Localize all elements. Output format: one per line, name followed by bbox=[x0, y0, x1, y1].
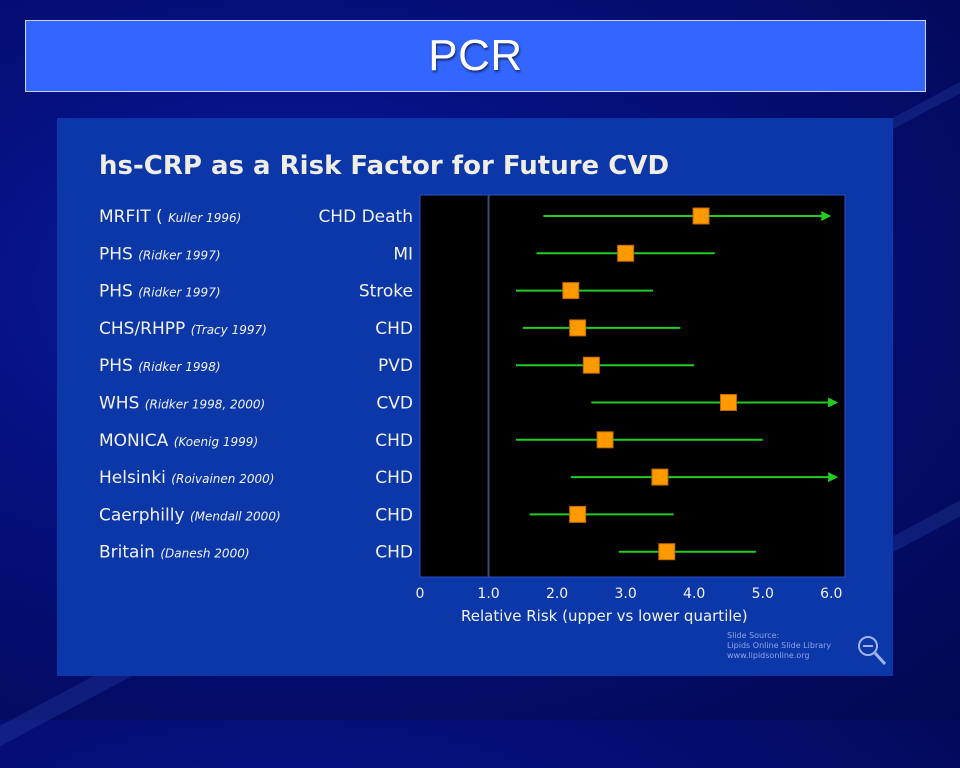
x-tick-label: 6.0 bbox=[820, 586, 842, 602]
slide-title-bar: PCR bbox=[25, 20, 926, 92]
endpoint-label: PVD bbox=[378, 356, 413, 376]
slide-source: Slide Source:Lipids Online Slide Library… bbox=[727, 631, 831, 660]
x-tick-label: 1.0 bbox=[477, 586, 499, 602]
study-label: PHS (Ridker 1997) bbox=[99, 244, 221, 264]
forest-row: Britain (Danesh 2000) CHD bbox=[99, 543, 756, 563]
endpoint-label: MI bbox=[393, 244, 413, 264]
ci-arrow bbox=[821, 211, 832, 221]
endpoint-label: CVD bbox=[376, 394, 413, 414]
study-citation: (Mendall 2000) bbox=[190, 509, 281, 523]
x-axis-ticks: 0 1.0 2.0 3.0 4.0 5.0 6.0 bbox=[416, 586, 843, 602]
study-label: MRFIT ( Kuller 1996) bbox=[99, 207, 241, 227]
rr-marker bbox=[692, 207, 710, 225]
forest-row: MRFIT ( Kuller 1996) CHD Death bbox=[99, 207, 832, 227]
study-citation: (Tracy 1997) bbox=[191, 323, 267, 337]
study-citation: (Koenig 1999) bbox=[174, 435, 258, 449]
x-axis-label: Relative Risk (upper vs lower quartile) bbox=[461, 607, 748, 625]
endpoint-label: CHD bbox=[375, 431, 413, 451]
rr-marker bbox=[569, 319, 587, 337]
study-name: PHS bbox=[99, 356, 138, 376]
magnifier-minus-icon[interactable] bbox=[858, 636, 887, 666]
endpoint-label: CHD bbox=[375, 319, 413, 339]
study-name: WHS bbox=[99, 394, 145, 414]
x-tick-label: 3.0 bbox=[615, 586, 637, 602]
study-label: Britain (Danesh 2000) bbox=[99, 543, 250, 563]
study-label: WHS (Ridker 1998, 2000) bbox=[99, 394, 265, 414]
study-citation: (Ridker 1997) bbox=[138, 286, 220, 300]
source-line: Slide Source: bbox=[727, 631, 779, 640]
study-name: PHS bbox=[99, 282, 138, 302]
x-tick-label: 4.0 bbox=[683, 586, 705, 602]
rr-marker bbox=[596, 431, 614, 449]
x-tick-label: 0 bbox=[416, 586, 425, 602]
study-label: Caerphilly (Mendall 2000) bbox=[99, 505, 281, 525]
endpoint-label: CHD bbox=[375, 505, 413, 525]
endpoint-label: CHD bbox=[375, 543, 413, 563]
study-name: CHS/RHPP bbox=[99, 319, 191, 339]
endpoint-label: CHD bbox=[375, 468, 413, 488]
study-label: PHS (Ridker 1998) bbox=[99, 356, 221, 376]
ci-arrow bbox=[828, 472, 839, 483]
rr-marker bbox=[582, 356, 600, 374]
x-tick-label: 2.0 bbox=[546, 586, 568, 602]
endpoint-label: Stroke bbox=[359, 282, 413, 302]
study-name: Caerphilly bbox=[99, 505, 190, 525]
study-citation: (Ridker 1998) bbox=[138, 360, 220, 374]
forest-row: Helsinki (Roivainen 2000) CHD bbox=[99, 468, 839, 488]
forest-row: PHS (Ridker 1997) MI bbox=[99, 244, 715, 264]
forest-row: PHS (Ridker 1998) PVD bbox=[99, 356, 695, 376]
forest-row: Caerphilly (Mendall 2000) CHD bbox=[99, 505, 674, 525]
chart-title: hs-CRP as a Risk Factor for Future CVD bbox=[99, 151, 669, 181]
source-line: www.lipidsonline.org bbox=[727, 651, 810, 660]
forest-row: CHS/RHPP (Tracy 1997) CHD bbox=[99, 319, 681, 339]
rr-marker bbox=[569, 505, 587, 523]
rr-marker bbox=[562, 282, 580, 300]
forest-row: PHS (Ridker 1997) Stroke bbox=[99, 282, 654, 302]
study-citation: (Danesh 2000) bbox=[160, 547, 249, 561]
ci-arrow bbox=[828, 397, 839, 408]
forest-plot: hs-CRP as a Risk Factor for Future CVD M… bbox=[99, 151, 887, 666]
endpoint-label: CHD Death bbox=[318, 207, 413, 227]
study-label: CHS/RHPP (Tracy 1997) bbox=[99, 319, 267, 339]
study-citation: (Ridker 1998, 2000) bbox=[145, 398, 265, 412]
rr-marker bbox=[617, 244, 635, 262]
study-name: MRFIT ( bbox=[99, 207, 168, 227]
study-label: MONICA (Koenig 1999) bbox=[99, 431, 258, 451]
x-tick-label: 5.0 bbox=[752, 586, 774, 602]
figure-panel: hs-CRP as a Risk Factor for Future CVD M… bbox=[57, 118, 893, 676]
study-label: Helsinki (Roivainen 2000) bbox=[99, 468, 274, 488]
rr-marker bbox=[719, 394, 737, 411]
forest-row: WHS (Ridker 1998, 2000) CVD bbox=[99, 394, 839, 414]
rr-marker bbox=[658, 543, 676, 561]
study-name: MONICA bbox=[99, 431, 174, 451]
source-line: Lipids Online Slide Library bbox=[727, 641, 831, 650]
study-citation: (Ridker 1997) bbox=[138, 248, 220, 262]
forest-row: MONICA (Koenig 1999) CHD bbox=[99, 431, 763, 451]
study-citation: Kuller 1996) bbox=[168, 211, 241, 225]
study-name: Helsinki bbox=[99, 468, 171, 488]
study-name: PHS bbox=[99, 244, 138, 264]
study-name: Britain bbox=[99, 543, 160, 563]
rows-layer: MRFIT ( Kuller 1996) CHD Death PHS (Ridker… bbox=[99, 195, 839, 577]
rr-marker bbox=[651, 468, 669, 486]
study-label: PHS (Ridker 1997) bbox=[99, 282, 221, 302]
slide-title: PCR bbox=[428, 31, 523, 80]
study-citation: (Roivainen 2000) bbox=[171, 472, 274, 486]
